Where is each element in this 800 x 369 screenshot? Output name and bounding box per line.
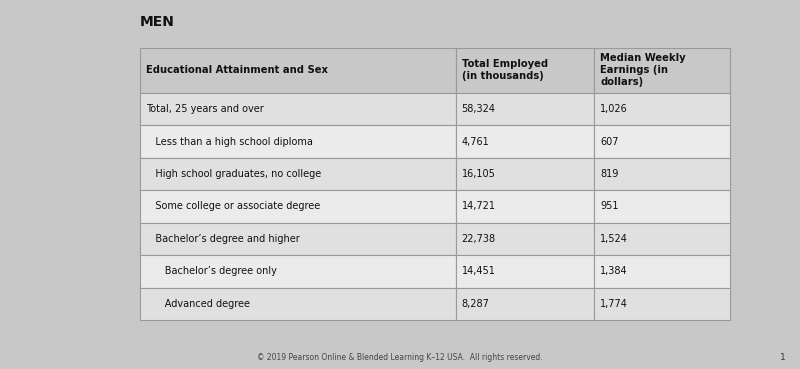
Text: 8,287: 8,287 xyxy=(462,299,490,309)
Text: 14,721: 14,721 xyxy=(462,201,496,211)
Bar xyxy=(594,223,730,255)
Bar xyxy=(594,125,730,158)
Text: © 2019 Pearson Online & Blended Learning K–12 USA.  All rights reserved.: © 2019 Pearson Online & Blended Learning… xyxy=(257,352,543,362)
Bar xyxy=(456,255,594,287)
Bar xyxy=(594,287,730,320)
Text: Advanced degree: Advanced degree xyxy=(146,299,250,309)
Bar xyxy=(594,48,730,93)
Bar xyxy=(594,158,730,190)
Text: Median Weekly
Earnings (in
dollars): Median Weekly Earnings (in dollars) xyxy=(600,54,686,87)
Bar xyxy=(140,287,456,320)
Bar xyxy=(456,158,594,190)
Text: 1,774: 1,774 xyxy=(600,299,628,309)
Text: 4,761: 4,761 xyxy=(462,137,490,146)
Bar xyxy=(140,190,456,223)
Bar xyxy=(456,48,594,93)
Text: Bachelor’s degree and higher: Bachelor’s degree and higher xyxy=(146,234,300,244)
Text: 819: 819 xyxy=(600,169,618,179)
Bar xyxy=(456,93,594,125)
Bar xyxy=(456,287,594,320)
Text: 14,451: 14,451 xyxy=(462,266,495,276)
Text: MEN: MEN xyxy=(140,15,175,29)
Text: Some college or associate degree: Some college or associate degree xyxy=(146,201,320,211)
Text: 58,324: 58,324 xyxy=(462,104,496,114)
Bar xyxy=(140,93,456,125)
Bar xyxy=(456,190,594,223)
Text: 1,026: 1,026 xyxy=(600,104,628,114)
Text: Total, 25 years and over: Total, 25 years and over xyxy=(146,104,264,114)
Text: 1,384: 1,384 xyxy=(600,266,628,276)
Text: 22,738: 22,738 xyxy=(462,234,496,244)
Text: 1: 1 xyxy=(780,352,786,362)
Bar xyxy=(140,158,456,190)
Bar xyxy=(594,93,730,125)
Bar xyxy=(140,48,456,93)
Text: Total Employed
(in thousands): Total Employed (in thousands) xyxy=(462,59,548,82)
Bar xyxy=(140,223,456,255)
Text: 951: 951 xyxy=(600,201,619,211)
Bar xyxy=(594,190,730,223)
Bar xyxy=(140,255,456,287)
Text: High school graduates, no college: High school graduates, no college xyxy=(146,169,322,179)
Text: 607: 607 xyxy=(600,137,619,146)
Text: 1,524: 1,524 xyxy=(600,234,628,244)
Text: Educational Attainment and Sex: Educational Attainment and Sex xyxy=(146,65,328,75)
Text: Bachelor’s degree only: Bachelor’s degree only xyxy=(146,266,277,276)
Bar xyxy=(456,125,594,158)
Text: Less than a high school diploma: Less than a high school diploma xyxy=(146,137,313,146)
Bar xyxy=(594,255,730,287)
Bar xyxy=(140,125,456,158)
Bar xyxy=(456,223,594,255)
Text: 16,105: 16,105 xyxy=(462,169,495,179)
